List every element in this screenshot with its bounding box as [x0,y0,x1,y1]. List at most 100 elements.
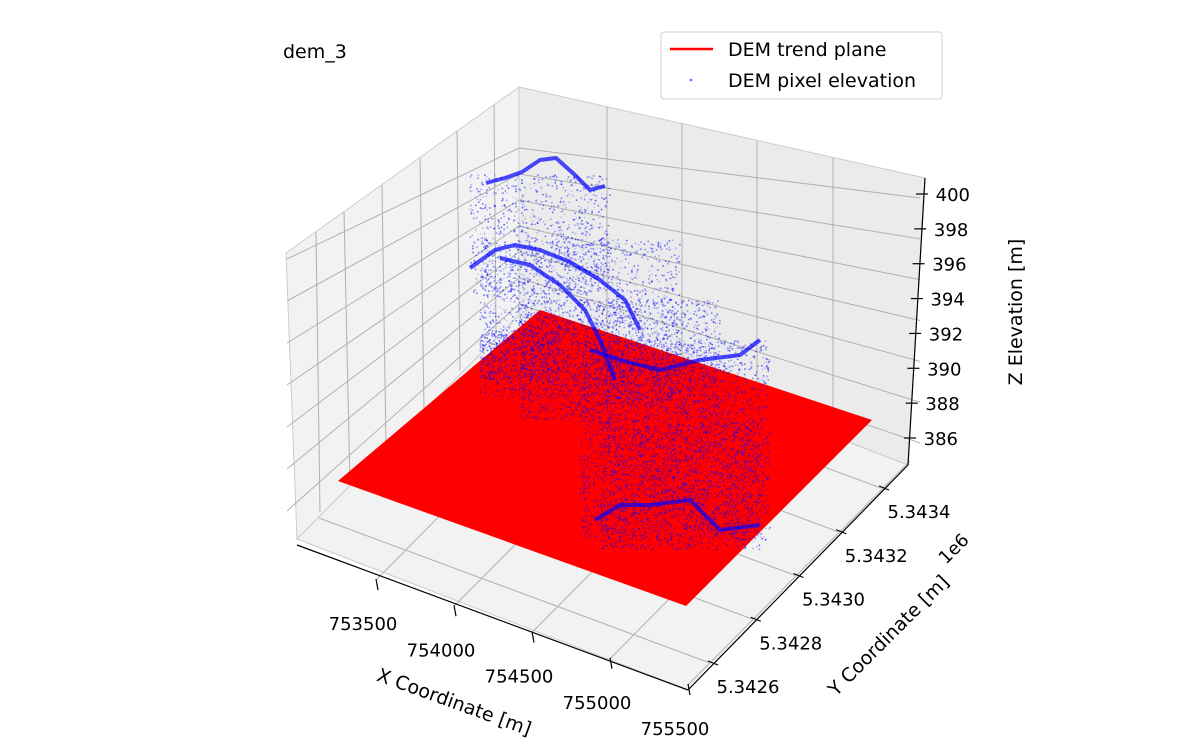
dem-point [612,366,615,368]
dem-point [636,293,639,296]
dem-point [592,252,595,255]
dem-point [586,300,589,302]
dem-point [503,298,506,301]
dem-point [586,207,589,209]
dem-point [640,394,643,396]
dem-point [659,391,661,394]
dem-point [604,306,606,308]
x-tick-label: 754000 [407,640,476,661]
dem-point [614,387,617,390]
dem-point [491,276,494,279]
dem-point [542,406,545,409]
dem-point [630,321,632,324]
dem-point [481,182,483,184]
dem-point [592,248,595,251]
dem-point [618,376,621,379]
dem-point [511,202,514,205]
dem-point [575,335,578,338]
dem-point [486,349,489,352]
dem-point [579,209,582,212]
dem-point [524,239,527,242]
dem-point [652,247,654,250]
dem-point [643,323,646,325]
dem-point [536,231,538,234]
dem-point [475,292,478,295]
dem-point [593,425,595,428]
dem-point [520,338,523,340]
dem-point [489,364,492,366]
dem-point [557,308,560,310]
dem-point [489,226,492,229]
dem-point [624,517,626,520]
dem-point [620,459,623,462]
dem-point [641,399,643,402]
dem-point [515,296,518,299]
dem-point [641,328,644,331]
dem-point [614,248,617,251]
dem-point [500,200,503,202]
dem-point [484,392,487,394]
dem-point [545,309,547,311]
dem-point [522,230,524,233]
back-grid-horizontal [518,147,921,199]
dem-point [581,249,584,251]
dem-point [652,250,654,253]
dem-point [629,317,632,320]
dem-point [558,229,561,232]
dem-point [611,313,613,316]
dem-point [591,445,593,447]
dem-point [523,398,525,401]
dem-point [602,244,604,247]
dem-point [683,316,686,318]
dem-point [608,375,611,378]
dem-point [715,360,718,363]
dem-point [593,253,596,256]
dem-point [553,292,555,294]
dem-point [582,247,585,250]
dem-point [578,332,581,335]
dem-point [507,379,510,382]
dem-point [641,295,644,297]
dem-point [586,301,589,304]
dem-point [760,465,763,468]
dem-point [636,412,639,415]
dem-point [504,241,507,244]
dem-point [593,478,596,481]
dem-point [574,238,577,241]
dem-point [660,248,663,251]
dem-point [567,394,570,397]
dem-point [567,250,569,253]
dem-point [598,180,601,183]
dem-point [510,285,512,288]
dem-point [533,178,535,180]
wall-grid-vertical [381,184,387,448]
dem-point [717,300,719,302]
dem-point [540,262,543,264]
dem-point [674,323,677,326]
dem-point [493,294,496,296]
dem-point [605,233,608,236]
dem-point [635,305,637,307]
dem-point [527,364,529,367]
dem-point [759,450,762,453]
dem-point [616,277,619,280]
dem-point [580,286,583,288]
dem-point [650,389,653,391]
dem-point [549,303,551,305]
dem-point [677,261,679,263]
dem-point [485,281,488,284]
dem-point [490,322,492,325]
dem-point [575,383,577,386]
dem-point [525,251,528,254]
dem-point [549,264,551,267]
dem-point [655,414,658,417]
dem-point [702,400,704,403]
dem-point [540,312,542,315]
dem-point [517,258,520,260]
dem-point [557,274,560,277]
dem-point [705,311,708,314]
dem-point [536,399,539,401]
dem-point [485,244,488,247]
dem-point [523,389,526,392]
dem-point [628,324,631,327]
